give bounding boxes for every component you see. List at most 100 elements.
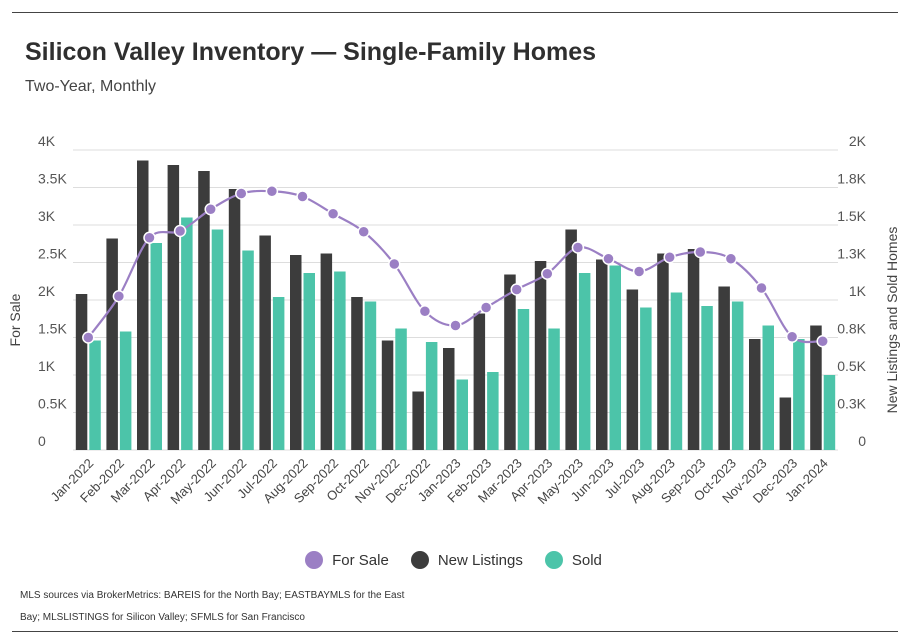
point-for-sale [204, 203, 217, 216]
y2-tick-label: 1K [849, 283, 867, 299]
y2-tick-label: 0.3K [837, 396, 866, 412]
y2-tick-label: 2K [849, 133, 867, 149]
bar-new-listings [749, 339, 761, 450]
bar-sold [517, 309, 530, 450]
bar-new-listings [626, 289, 639, 450]
point-for-sale [571, 241, 585, 254]
y-tick-label: 1K [38, 358, 56, 374]
bar-sold [456, 379, 468, 450]
y-axis-label: For Sale [7, 293, 23, 346]
bar-sold [609, 265, 621, 450]
bar-new-listings [718, 286, 730, 450]
y-tick-label: 2K [38, 283, 56, 299]
point-for-sale [143, 231, 156, 244]
bar-new-listings [779, 397, 792, 450]
bar-new-listings [259, 235, 271, 450]
bar-new-listings [596, 259, 608, 450]
bar-sold [119, 331, 132, 450]
point-for-sale [785, 330, 799, 343]
point-for-sale [724, 252, 738, 265]
point-for-sale [663, 251, 676, 264]
bar-new-listings [198, 171, 210, 450]
bar-sold [793, 339, 805, 450]
bar-new-listings [167, 165, 180, 450]
point-for-sale [449, 319, 462, 332]
point-for-sale [479, 301, 493, 314]
point-for-sale [755, 281, 768, 295]
y-tick-label: 0.5K [38, 396, 67, 412]
legend-item-new-listings: New Listings [410, 551, 523, 569]
bar-new-listings [534, 261, 547, 450]
bar-new-listings [412, 391, 424, 450]
point-for-sale [388, 257, 401, 271]
point-for-sale [602, 252, 615, 265]
point-for-sale [326, 207, 340, 220]
bottom-rule [12, 631, 898, 632]
point-for-sale [510, 283, 523, 296]
legend-swatch-for-sale [305, 551, 324, 569]
bar-new-listings [473, 313, 486, 450]
bar-sold [211, 229, 224, 450]
bar-sold [395, 328, 407, 450]
bar-sold [181, 217, 193, 450]
bar-sold [548, 328, 560, 450]
bar-sold [150, 243, 162, 450]
bar-sold [303, 273, 315, 450]
bar-sold [89, 340, 101, 450]
y2-tick-label: 0 [858, 433, 866, 449]
y-tick-label: 3K [38, 208, 56, 224]
point-for-sale [418, 305, 432, 318]
bar-sold [731, 301, 744, 450]
bar-new-listings [290, 255, 302, 450]
bar-new-listings [657, 253, 669, 450]
y2-tick-label: 0.8K [837, 321, 866, 337]
y2-axis-label: New Listings and Sold Homes [884, 227, 900, 414]
point-for-sale [816, 335, 829, 348]
legend-label-new-listings: New Listings [437, 551, 523, 569]
legend-swatch-new-listings [410, 551, 429, 569]
point-for-sale [296, 190, 309, 203]
legend-swatch-sold [544, 551, 563, 569]
bar-new-listings [351, 297, 363, 450]
footnote-line-1: MLS sources via BrokerMetrics: BAREIS fo… [20, 590, 405, 601]
y2-tick-label: 1.8K [837, 171, 866, 187]
y2-tick-label: 0.5K [837, 358, 866, 374]
bar-sold [487, 372, 499, 450]
point-for-sale [265, 185, 279, 198]
bar-new-listings [810, 325, 822, 450]
bar-sold [762, 325, 774, 450]
bar-new-listings [443, 348, 455, 450]
bar-new-listings [228, 189, 241, 450]
y-tick-label: 1.5K [38, 321, 67, 337]
bar-sold [670, 292, 683, 450]
chart-title: Silicon Valley Inventory — Single-Family… [25, 38, 597, 66]
point-for-sale [632, 265, 646, 278]
bar-new-listings [687, 249, 700, 450]
footnote-line-2: Bay; MLSLISTINGS for Silicon Valley; SFM… [20, 612, 305, 623]
y2-tick-label: 1.5K [837, 208, 866, 224]
chart-legend: For Sale New Listings Sold [0, 551, 907, 569]
top-rule [12, 12, 898, 13]
point-for-sale [541, 267, 554, 280]
chart-subtitle: Two-Year, Monthly [25, 78, 157, 95]
bar-sold [823, 375, 836, 450]
bar-sold [364, 301, 377, 450]
bar-sold [701, 306, 713, 450]
point-for-sale [82, 331, 95, 344]
point-for-sale [235, 187, 248, 200]
point-for-sale [112, 290, 126, 303]
legend-label-sold: Sold [571, 551, 602, 569]
y2-tick-label: 1.3K [837, 246, 866, 262]
legend-label-for-sale: For Sale [332, 551, 389, 569]
bar-new-listings [75, 294, 88, 450]
bar-new-listings [320, 253, 333, 450]
y-tick-label: 2.5K [38, 246, 67, 262]
chart-plot: 0 0.5K 1K 1.5K 2K 2.5K 3K 3.5K 4K 0 0.3K 0.5K 0.8K 1K… [7, 133, 900, 507]
y-tick-label: 3.5K [38, 171, 67, 187]
bar-sold [425, 342, 438, 450]
bar-new-listings [381, 340, 394, 450]
y-tick-label: 0 [38, 433, 46, 449]
bar-new-listings [106, 238, 118, 450]
bar-new-listings [504, 274, 516, 450]
bar-sold [242, 250, 254, 450]
